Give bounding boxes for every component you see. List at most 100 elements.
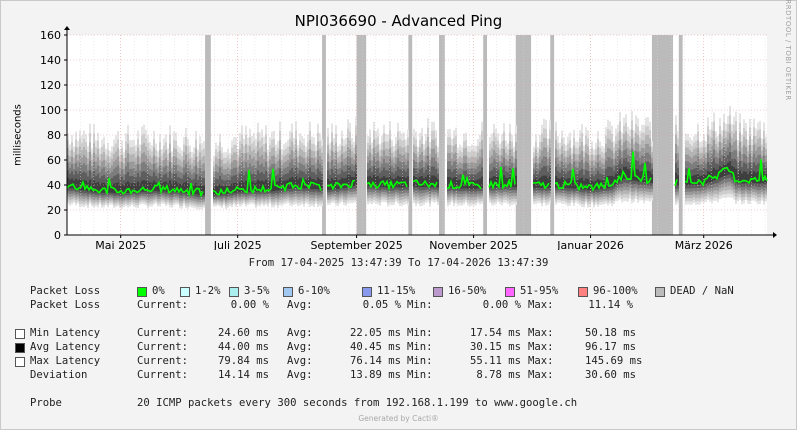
latency-band [163, 181, 165, 192]
latency-band [71, 178, 73, 189]
latency-band [471, 180, 473, 189]
latency-band [349, 175, 351, 187]
latency-band [549, 175, 551, 188]
latency-band [389, 175, 391, 188]
latency-band [555, 175, 557, 188]
latency-band [253, 181, 255, 192]
latency-band [311, 178, 313, 189]
loss-bucket-label-4: 11-15% [377, 285, 416, 297]
avg-latency-swatch [15, 343, 25, 353]
probe-text: 20 ICMP packets every 300 seconds from 1… [137, 397, 578, 409]
latency-band [161, 183, 163, 192]
dead-period-9 [678, 35, 683, 235]
latency-band [259, 181, 261, 192]
avg-latency-current-value: 44.00 ms [217, 341, 269, 353]
latency-band [757, 171, 759, 184]
latency-band [355, 173, 357, 186]
avg-latency-max-value: 96.17 ms [585, 341, 637, 353]
max-latency-current-label: Current: [137, 355, 189, 367]
latency-band [463, 178, 465, 189]
latency-band [635, 168, 637, 181]
latency-band [119, 185, 121, 194]
avg-latency-label: Avg Latency [30, 341, 101, 353]
latency-band [609, 175, 611, 188]
latency-band [295, 176, 297, 188]
deviation-max-value: 30.60 ms [585, 369, 637, 381]
dead-period-3 [408, 35, 413, 235]
x-tick-label-1: Juli 2025 [213, 239, 262, 250]
latency-band [393, 179, 395, 188]
latency-band [183, 182, 185, 193]
latency-band [123, 185, 125, 194]
latency-band [293, 178, 295, 189]
period-text: From 17-04-2025 13:47:39 To 17-04-2026 1… [248, 257, 549, 269]
latency-band [437, 179, 439, 188]
loss-bucket-label-7: 96-100% [593, 285, 638, 297]
latency-band [133, 183, 135, 193]
x-tick-label-4: Januar 2026 [556, 239, 624, 250]
loss-bucket-swatch-2 [229, 287, 239, 297]
latency-band [593, 181, 595, 191]
latency-band [739, 170, 741, 183]
max-latency-swatch [15, 357, 25, 367]
max-latency-min-value: 55.11 ms [469, 355, 521, 367]
latency-band [217, 186, 219, 195]
latency-band [713, 167, 715, 181]
latency-band [637, 169, 639, 182]
latency-band [627, 168, 629, 180]
x-axis-arrow [773, 232, 777, 238]
latency-band [693, 175, 695, 185]
latency-band [307, 178, 309, 189]
latency-band [177, 183, 179, 192]
latency-band [267, 183, 269, 192]
latency-band [571, 180, 573, 189]
latency-band [573, 177, 575, 189]
latency-band [509, 175, 511, 188]
loss-bucket-swatch-8 [655, 287, 665, 297]
latency-band [245, 180, 247, 193]
latency-band [711, 169, 713, 182]
latency-band [297, 179, 299, 189]
latency-band [261, 180, 263, 192]
x-tick-label-5: März 2026 [675, 239, 733, 250]
latency-band [377, 176, 379, 188]
latency-band [731, 166, 733, 177]
loss-bucket-swatch-1 [180, 287, 190, 297]
min-latency-max-value: 50.18 ms [585, 327, 637, 339]
latency-band [151, 182, 153, 192]
latency-band [455, 177, 457, 188]
latency-band [557, 178, 559, 188]
latency-band [729, 161, 731, 175]
latency-band [263, 181, 265, 192]
latency-band [169, 180, 171, 193]
y-tick-label-2: 40 [47, 179, 61, 192]
latency-band [433, 175, 435, 188]
latency-band [127, 181, 129, 194]
latency-band [407, 176, 409, 188]
latency-band [741, 173, 743, 184]
packet-loss-min-label: Min: [407, 299, 433, 311]
latency-band [171, 184, 173, 193]
latency-band [121, 183, 123, 194]
latency-band [625, 166, 627, 180]
latency-band [157, 183, 159, 192]
latency-band [75, 178, 77, 190]
latency-band [675, 172, 677, 186]
latency-band [105, 184, 107, 193]
max-latency-label: Max Latency [30, 355, 101, 367]
chart-svg: 0 20 40 60 80 100 120 140 160 Mai 2025 Juli 2025 Se… [40, 26, 777, 250]
latency-band [139, 183, 141, 192]
min-latency-min-label: Min: [407, 327, 433, 339]
dead-period-1 [322, 35, 326, 235]
packet-loss-avg-value: 0.05 % [362, 299, 401, 311]
dead-period-4 [439, 35, 445, 235]
latency-band [737, 174, 739, 184]
latency-band [137, 181, 139, 193]
latency-band [223, 186, 225, 194]
latency-band [421, 176, 423, 188]
latency-band [415, 176, 417, 187]
latency-band [239, 181, 241, 193]
latency-band [545, 175, 547, 188]
latency-band [279, 178, 281, 191]
latency-band [405, 177, 407, 187]
